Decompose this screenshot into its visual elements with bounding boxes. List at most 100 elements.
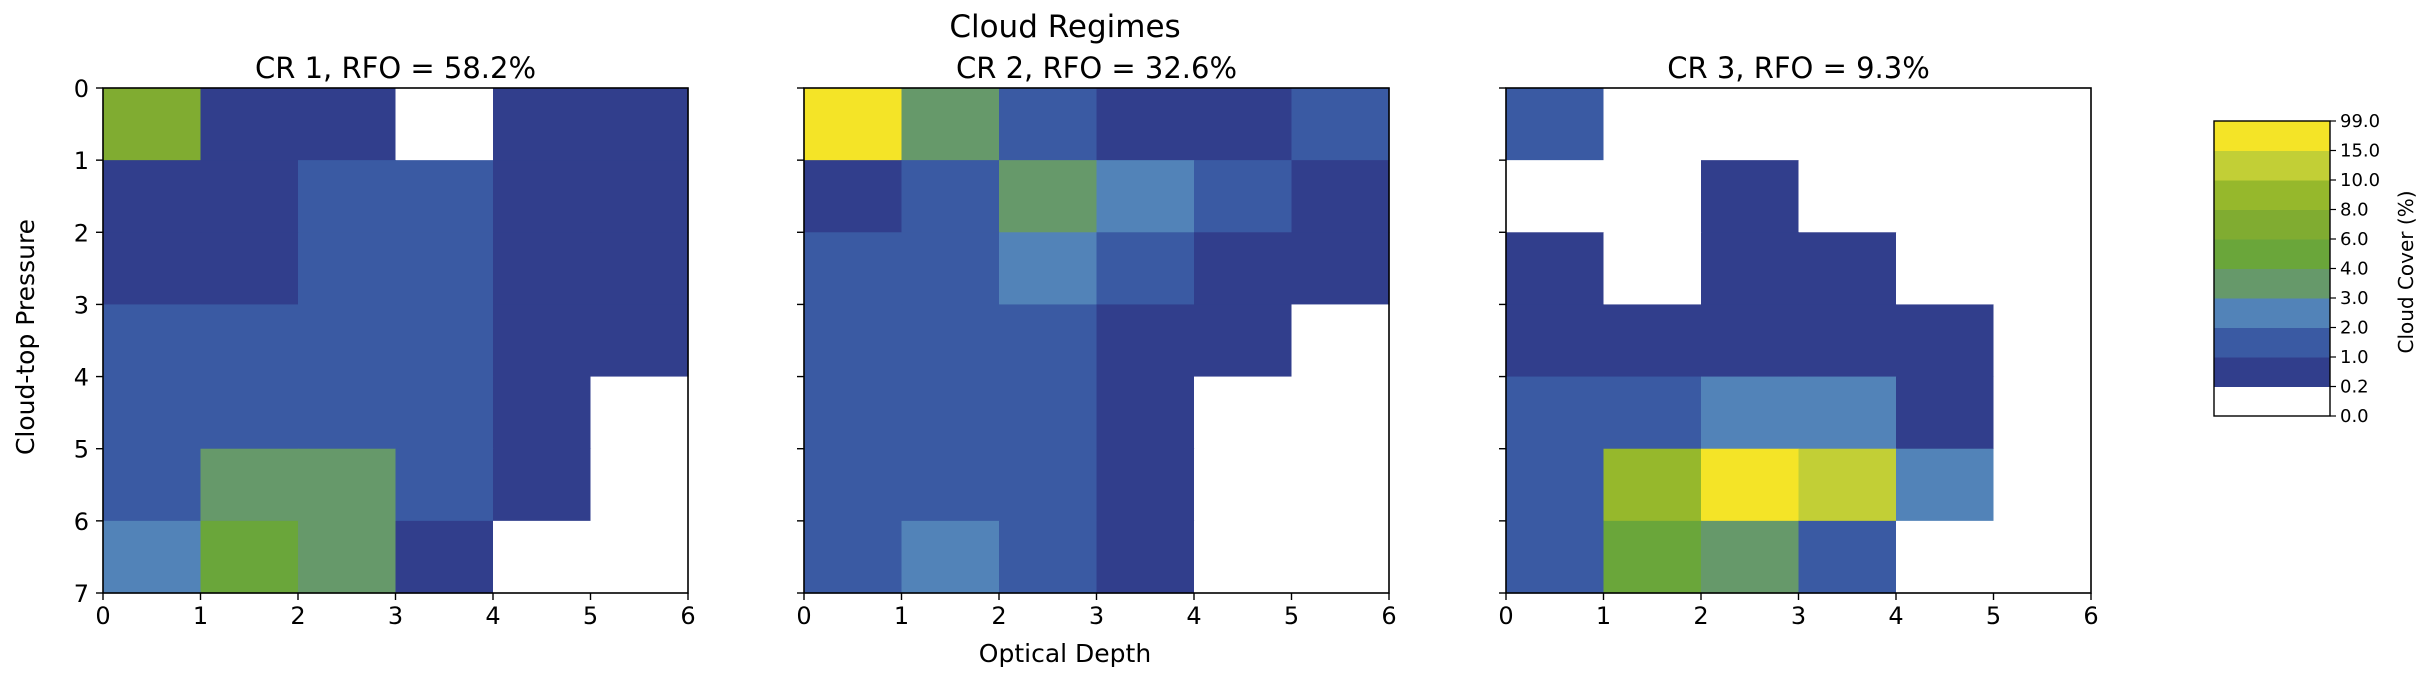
heatmap-cell <box>1194 304 1293 378</box>
panel-title: CR 1, RFO = 58.2% <box>255 51 536 85</box>
heatmap-cell <box>590 448 689 522</box>
heatmap-cell <box>804 376 903 450</box>
heatmap-cell <box>1798 160 1897 233</box>
heatmap-cell <box>901 88 1000 161</box>
heatmap-cell <box>1096 88 1195 161</box>
colorbar-tick-label: 0.0 <box>2340 406 2369 427</box>
x-tick-label: 6 <box>680 602 695 630</box>
heatmap-cell <box>1096 304 1195 378</box>
heatmap-cell <box>493 160 592 233</box>
panel-title: CR 2, RFO = 32.6% <box>956 51 1237 85</box>
heatmap-cell <box>200 232 299 306</box>
heatmap-cell <box>1701 88 1800 161</box>
heatmap-cell <box>1603 448 1702 522</box>
heatmap-cell <box>1798 304 1897 378</box>
x-tick-label: 4 <box>1888 602 1903 630</box>
heatmap-cell <box>1096 376 1195 450</box>
colorbar-swatch <box>2214 121 2330 151</box>
colorbar-tick-label: 99.0 <box>2340 111 2380 132</box>
heatmap-cell <box>1993 88 2092 161</box>
heatmap-cell <box>200 520 299 594</box>
colorbar-label: Cloud Cover (%) <box>2394 190 2418 353</box>
heatmap-cell <box>103 160 202 233</box>
heatmap-cell <box>493 376 592 450</box>
heatmap-cell <box>1603 376 1702 450</box>
heatmap-cell <box>298 520 397 594</box>
heatmap-cell <box>1798 520 1897 594</box>
colorbar-swatch <box>2214 386 2330 417</box>
heatmap-cell <box>1096 520 1195 594</box>
heatmap-cell <box>1194 376 1293 450</box>
heatmap-cell <box>901 448 1000 522</box>
heatmap-cell <box>395 520 494 594</box>
heatmap-cell <box>901 304 1000 378</box>
x-axis-label: Optical Depth <box>979 639 1151 668</box>
heatmap-cell <box>1291 376 1390 450</box>
heatmap-cell <box>1194 520 1293 594</box>
heatmap-cell <box>999 448 1098 522</box>
heatmap-cell <box>999 232 1098 306</box>
colorbar-tick-label: 15.0 <box>2340 141 2380 162</box>
heatmap-cell <box>1096 232 1195 306</box>
heatmap-cell <box>590 520 689 594</box>
y-axis-label: Cloud-top Pressure <box>11 219 40 455</box>
panel-title: CR 3, RFO = 9.3% <box>1667 51 1930 85</box>
heatmap-cell <box>901 376 1000 450</box>
heatmap-panel-3: CR 3, RFO = 9.3% 0 1 2 3 4 5 6 <box>1498 51 2098 630</box>
heatmap-cell <box>1506 160 1605 233</box>
colorbar-tick-label: 2.0 <box>2340 318 2369 339</box>
x-tick-label: 4 <box>1186 602 1201 630</box>
heatmap-cell <box>395 376 494 450</box>
heatmap-cell <box>1096 160 1195 233</box>
colorbar-tick-label: 0.2 <box>2340 377 2369 398</box>
heatmap-cell <box>103 448 202 522</box>
colorbar-tick-label: 8.0 <box>2340 200 2369 221</box>
colorbar-tick-label: 3.0 <box>2340 288 2369 309</box>
heatmap-cell <box>395 232 494 306</box>
heatmap-cell <box>103 88 202 161</box>
heatmap-cell <box>493 88 592 161</box>
heatmap-cell <box>1896 448 1995 522</box>
heatmap-cell <box>1603 160 1702 233</box>
colorbar-swatch <box>2214 239 2330 269</box>
heatmap-cell <box>298 304 397 378</box>
colorbar-swatch <box>2214 180 2330 210</box>
heatmap-cell <box>1993 160 2092 233</box>
heatmap-cell <box>999 304 1098 378</box>
heatmap-cell <box>901 232 1000 306</box>
x-tick-label: 2 <box>290 602 305 630</box>
x-tick-label: 3 <box>1089 602 1104 630</box>
colorbar-tick-label: 6.0 <box>2340 229 2369 250</box>
heatmap-cell <box>804 232 903 306</box>
heatmap-cell <box>1896 376 1995 450</box>
heatmap-cell <box>395 304 494 378</box>
colorbar-tick-label: 4.0 <box>2340 259 2369 280</box>
heatmap-cell <box>1506 448 1605 522</box>
heatmap-cell <box>590 376 689 450</box>
heatmap-cell <box>103 376 202 450</box>
heatmap-cell <box>1291 232 1390 306</box>
heatmap-cell <box>1194 448 1293 522</box>
x-tick-label: 3 <box>1791 602 1806 630</box>
heatmap-cell <box>200 88 299 161</box>
y-tick-label: 7 <box>74 580 89 608</box>
y-tick-label: 4 <box>74 364 89 392</box>
heatmap-cell <box>1291 88 1390 161</box>
heatmap-cell <box>1798 88 1897 161</box>
heatmap-cell <box>200 304 299 378</box>
heatmap-cell <box>1194 160 1293 233</box>
heatmap-cell <box>200 376 299 450</box>
heatmap-panel-1: CR 1, RFO = 58.2% 0 1 2 3 4 5 6 0 1 2 3 4 5 6 7 <box>74 51 696 630</box>
heatmap-cell <box>804 304 903 378</box>
y-tick-label: 3 <box>74 291 89 319</box>
heatmap-cell <box>1896 160 1995 233</box>
heatmap-cell <box>298 232 397 306</box>
x-tick-label: 2 <box>991 602 1006 630</box>
x-tick-label: 3 <box>388 602 403 630</box>
heatmap-cell <box>1896 520 1995 594</box>
heatmap-cell <box>1993 448 2092 522</box>
heatmap-cell <box>1701 520 1800 594</box>
colorbar-swatch <box>2214 298 2330 328</box>
heatmap-cell <box>1993 304 2092 378</box>
